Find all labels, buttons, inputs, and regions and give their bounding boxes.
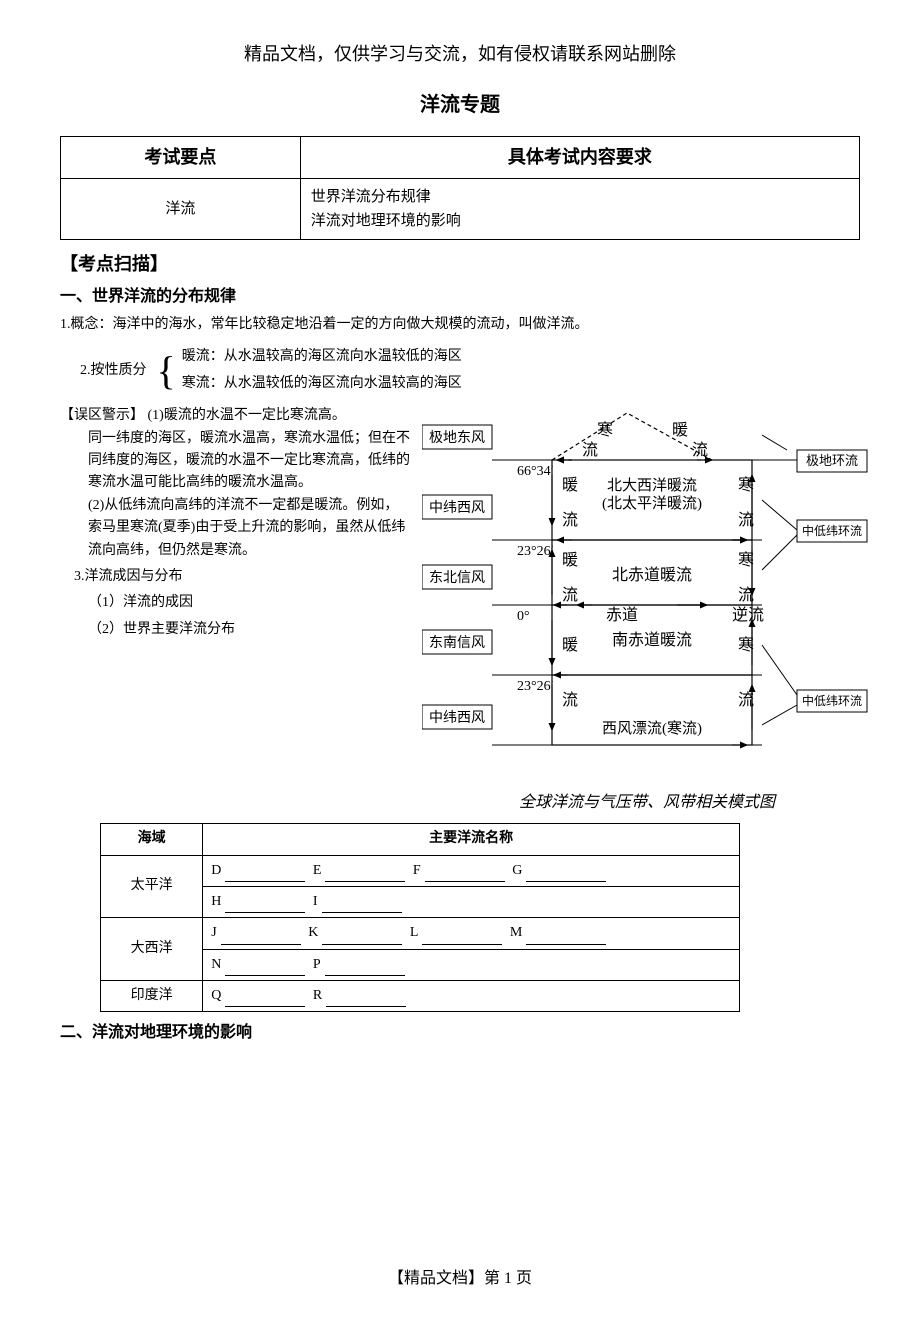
classify-label: 2.按性质分 <box>80 360 147 382</box>
svg-text:暖: 暖 <box>562 551 578 569</box>
svg-text:寒: 寒 <box>738 550 754 569</box>
svg-text:中低纬环流: 中低纬环流 <box>802 693 862 708</box>
svg-text:寒: 寒 <box>738 635 754 654</box>
svg-text:北赤道暖流: 北赤道暖流 <box>612 566 692 584</box>
table-cell: J K L M <box>203 918 740 949</box>
svg-text:中纬西风: 中纬西风 <box>429 710 485 726</box>
warn1-body: 同一纬度的海区，暖流水温高，寒流水温低；但在不同纬度的海区，暖流的水温不一定比寒… <box>60 428 412 495</box>
svg-text:流: 流 <box>562 691 578 709</box>
ocean-currents-table: 海域 主要洋流名称 太平洋 D E F G H I 大西洋 J K L M N … <box>100 823 740 1012</box>
exam-requirements-table: 考试要点 具体考试内容要求 洋流 世界洋流分布规律 洋流对地理环境的影响 <box>60 136 860 240</box>
table-cell: D E F G <box>203 855 740 886</box>
ocean-label: 大西洋 <box>101 918 203 981</box>
svg-text:东北信风: 东北信风 <box>429 570 485 586</box>
svg-text:暖: 暖 <box>672 421 688 439</box>
ocean-label: 太平洋 <box>101 855 203 918</box>
classify-item: 暖流：从水温较高的海区流向水温较低的海区 <box>182 346 462 368</box>
table-header: 具体考试内容要求 <box>300 136 859 178</box>
svg-text:赤道: 赤道 <box>606 606 638 624</box>
table-cell: N P <box>203 949 740 980</box>
svg-text:(北太平洋暖流): (北太平洋暖流) <box>602 495 702 512</box>
warn1-head: (1)暖流的水温不一定比寒流高。 <box>148 408 346 423</box>
svg-text:23°26′: 23°26′ <box>517 679 554 694</box>
svg-text:极地东风: 极地东风 <box>429 430 485 446</box>
table-header: 考试要点 <box>61 136 301 178</box>
svg-text:北大西洋暖流: 北大西洋暖流 <box>607 477 697 494</box>
svg-text:暖: 暖 <box>562 636 578 654</box>
section2-title: 二、洋流对地理环境的影响 <box>60 1020 860 1046</box>
requirement-line: 世界洋流分布规律 <box>311 185 849 209</box>
concept-para: 1.概念：海洋中的海水，常年比较稳定地沿着一定的方向做大规模的流动，叫做洋流。 <box>60 314 860 336</box>
table-cell: 世界洋流分布规律 洋流对地理环境的影响 <box>300 178 859 239</box>
p3b: （2）世界主要洋流分布 <box>60 619 412 641</box>
requirement-line: 洋流对地理环境的影响 <box>311 209 849 233</box>
svg-text:23°26′: 23°26′ <box>517 544 554 559</box>
svg-text:南赤道暖流: 南赤道暖流 <box>612 631 692 649</box>
svg-text:寒: 寒 <box>738 475 754 494</box>
classification-block: 2.按性质分 { 暖流：从水温较高的海区流向水温较低的海区 寒流：从水温较低的海… <box>80 342 860 399</box>
svg-text:流: 流 <box>582 441 598 459</box>
svg-text:0°: 0° <box>517 609 530 624</box>
svg-text:流: 流 <box>562 586 578 604</box>
brace-icon: { <box>157 351 176 391</box>
svg-text:中低纬环流: 中低纬环流 <box>802 523 862 538</box>
table-cell: H I <box>203 886 740 917</box>
table-cell: Q R <box>203 981 740 1012</box>
svg-text:极地环流: 极地环流 <box>806 453 858 468</box>
svg-text:流: 流 <box>738 691 754 709</box>
svg-text:东南信风: 东南信风 <box>429 635 485 651</box>
diagram-caption: 全球洋流与气压带、风带相关模式图 <box>422 790 872 816</box>
svg-text:中纬西风: 中纬西风 <box>429 500 485 516</box>
svg-text:流: 流 <box>692 441 708 459</box>
page-footer: 【精品文档】第 1 页 <box>60 1266 860 1292</box>
table-header: 海域 <box>101 824 203 855</box>
scan-heading: 【考点扫描】 <box>60 250 860 279</box>
svg-text:流: 流 <box>738 586 754 604</box>
p3a: （1）洋流的成因 <box>60 592 412 614</box>
warning-block: 【误区警示】 (1)暖流的水温不一定比寒流高。 <box>60 405 412 427</box>
svg-text:流: 流 <box>738 511 754 529</box>
section1-title: 一、世界洋流的分布规律 <box>60 284 860 310</box>
svg-text:逆流: 逆流 <box>732 606 764 624</box>
p3: 3.洋流成因与分布 <box>60 566 412 588</box>
classify-item: 寒流：从水温较低的海区流向水温较高的海区 <box>182 373 462 395</box>
svg-text:寒: 寒 <box>597 420 613 439</box>
doc-title: 洋流专题 <box>60 89 860 121</box>
warn2: (2)从低纬流向高纬的洋流不一定都是暖流。例如，索马里寒流(夏季)由于受上升流的… <box>60 495 412 562</box>
table-cell: 洋流 <box>61 178 301 239</box>
svg-text:66°34′: 66°34′ <box>517 464 554 479</box>
table-header: 主要洋流名称 <box>203 824 740 855</box>
ocean-label: 印度洋 <box>101 981 203 1012</box>
svg-text:流: 流 <box>562 511 578 529</box>
warn-label: 【误区警示】 <box>60 408 144 423</box>
svg-text:暖: 暖 <box>562 476 578 494</box>
header-note: 精品文档，仅供学习与交流，如有侵权请联系网站删除 <box>60 40 860 69</box>
svg-text:西风漂流(寒流): 西风漂流(寒流) <box>602 719 702 737</box>
ocean-current-diagram: 极地东风 中纬西风 东北信风 东南信风 中纬西风 66°34′ 23°26′ 0… <box>422 405 872 775</box>
